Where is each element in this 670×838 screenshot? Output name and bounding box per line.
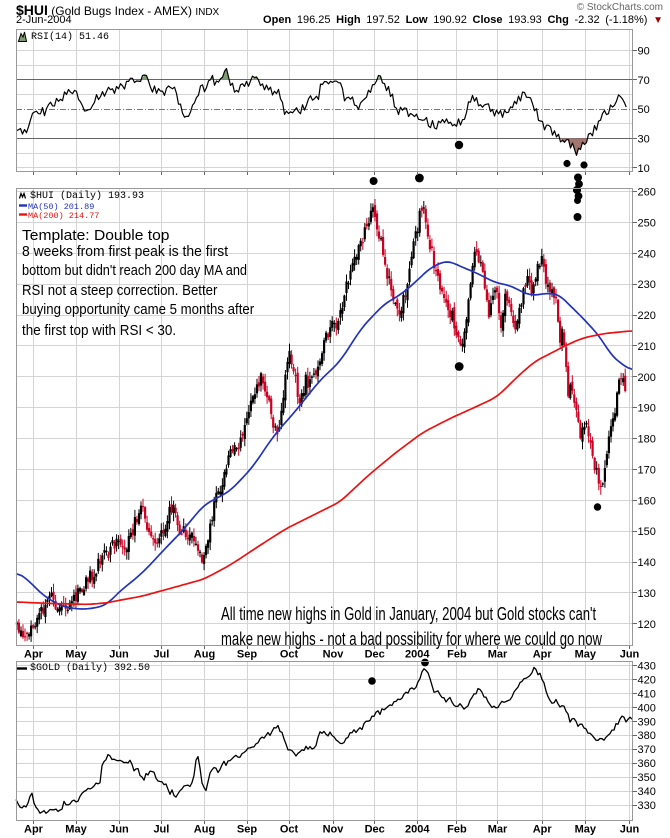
svg-text:410: 410 — [638, 688, 656, 700]
svg-text:2004: 2004 — [405, 824, 430, 836]
svg-text:160: 160 — [638, 495, 656, 507]
svg-text:10: 10 — [638, 163, 650, 175]
svg-text:250: 250 — [638, 217, 656, 229]
svg-text:330: 330 — [638, 800, 656, 812]
svg-text:350: 350 — [638, 772, 656, 784]
svg-text:Apr: Apr — [24, 824, 44, 836]
svg-text:420: 420 — [638, 675, 656, 687]
svg-text:400: 400 — [638, 702, 656, 714]
svg-text:90: 90 — [638, 46, 650, 58]
svg-text:Jul: Jul — [153, 649, 169, 661]
svg-text:260: 260 — [638, 187, 656, 199]
svg-text:370: 370 — [638, 744, 656, 756]
svg-text:380: 380 — [638, 730, 656, 742]
svg-text:150: 150 — [638, 526, 656, 538]
svg-text:140: 140 — [638, 557, 656, 569]
svg-text:210: 210 — [638, 341, 656, 353]
svg-text:Mar: Mar — [488, 824, 508, 836]
svg-text:Nov: Nov — [323, 824, 345, 836]
svg-text:Apr: Apr — [533, 649, 553, 661]
svg-text:190: 190 — [638, 403, 656, 415]
svg-text:50: 50 — [638, 104, 650, 116]
svg-text:May: May — [575, 649, 597, 661]
svg-text:170: 170 — [638, 464, 656, 476]
svg-text:Apr: Apr — [533, 824, 553, 836]
svg-text:Aug: Aug — [194, 824, 215, 836]
svg-text:Feb: Feb — [447, 649, 467, 661]
svg-text:May: May — [65, 824, 87, 836]
svg-text:Jun: Jun — [109, 649, 129, 661]
svg-text:120: 120 — [638, 619, 656, 631]
svg-text:Oct: Oct — [280, 649, 299, 661]
svg-text:180: 180 — [638, 434, 656, 446]
svg-text:Nov: Nov — [323, 649, 345, 661]
svg-text:Apr: Apr — [24, 649, 44, 661]
svg-text:Jun: Jun — [620, 649, 640, 661]
svg-text:Mar: Mar — [488, 649, 508, 661]
svg-text:240: 240 — [638, 248, 656, 260]
svg-text:May: May — [65, 649, 87, 661]
svg-text:200: 200 — [638, 372, 656, 384]
svg-text:Dec: Dec — [365, 649, 385, 661]
svg-text:230: 230 — [638, 279, 656, 291]
svg-text:Sep: Sep — [237, 824, 257, 836]
svg-text:430: 430 — [638, 661, 656, 673]
svg-text:70: 70 — [638, 75, 650, 87]
svg-text:390: 390 — [638, 716, 656, 728]
svg-text:Jun: Jun — [620, 824, 640, 836]
svg-text:Aug: Aug — [194, 649, 215, 661]
svg-text:340: 340 — [638, 786, 656, 798]
svg-text:May: May — [575, 824, 597, 836]
svg-text:Dec: Dec — [365, 824, 385, 836]
svg-text:2004: 2004 — [405, 649, 430, 661]
svg-text:130: 130 — [638, 588, 656, 600]
svg-text:Jun: Jun — [109, 824, 129, 836]
svg-text:360: 360 — [638, 758, 656, 770]
svg-text:Sep: Sep — [237, 649, 257, 661]
svg-text:Oct: Oct — [280, 824, 299, 836]
svg-text:Feb: Feb — [447, 824, 467, 836]
svg-text:220: 220 — [638, 310, 656, 322]
svg-text:30: 30 — [638, 134, 650, 146]
svg-text:Jul: Jul — [153, 824, 169, 836]
